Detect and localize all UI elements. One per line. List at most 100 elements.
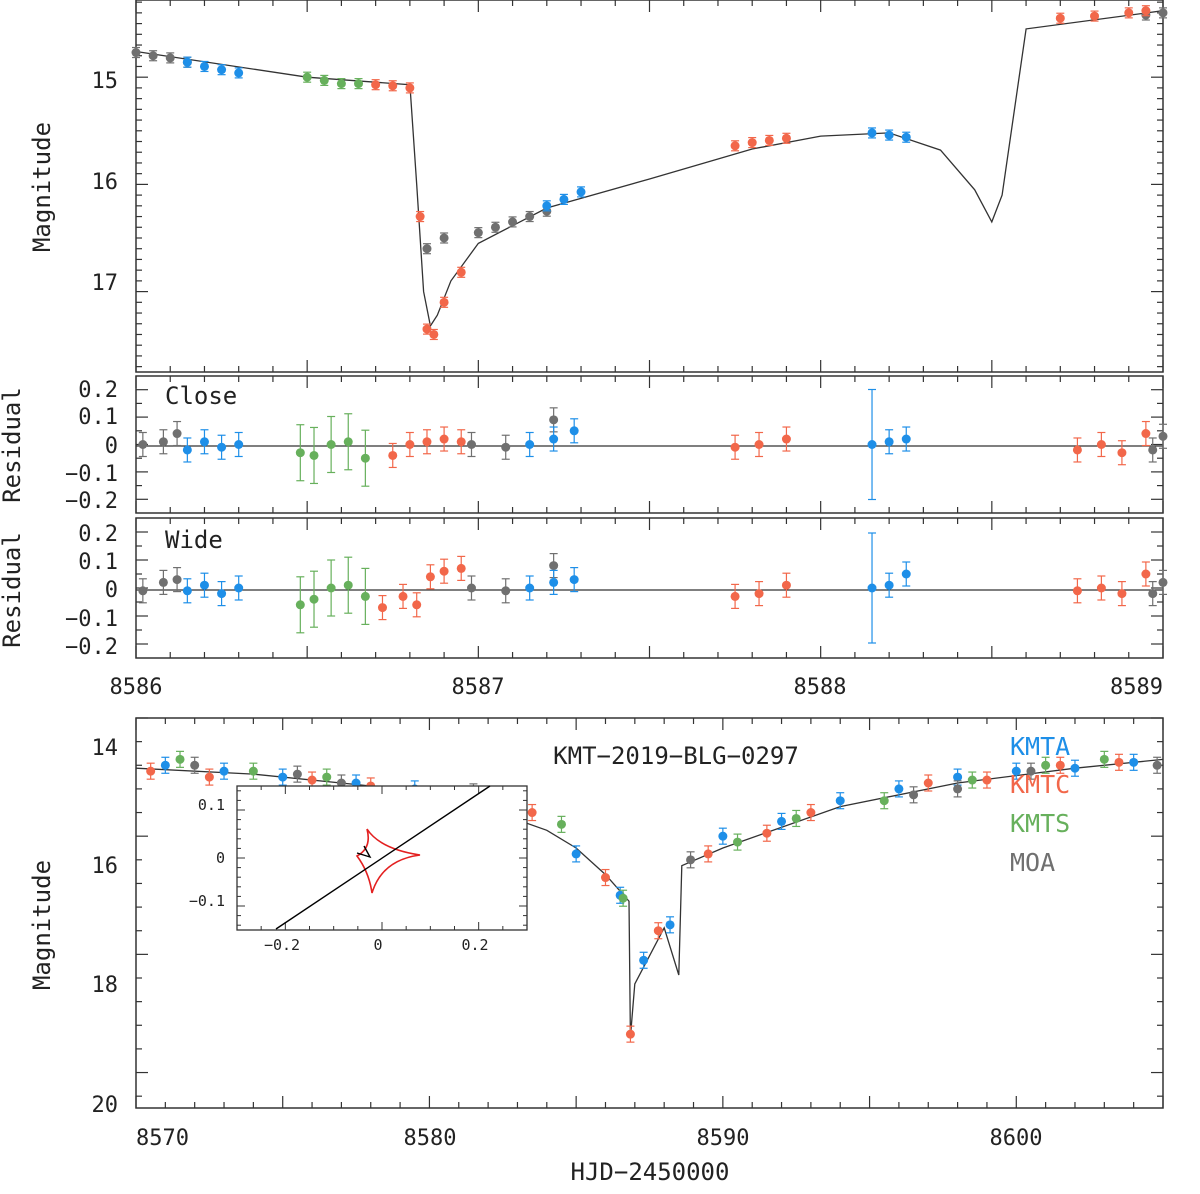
- data-point-kmts: [295, 448, 305, 458]
- data-point-kmta: [278, 772, 288, 782]
- data-point-moa: [138, 440, 148, 449]
- data-point-kmta: [835, 796, 845, 806]
- data-point-kmta: [571, 849, 581, 859]
- data-point-kmts: [343, 437, 353, 447]
- data-point-kmts: [309, 594, 319, 604]
- source-trajectory: [275, 785, 491, 930]
- data-point-kmtc: [146, 766, 156, 776]
- data-point-kmtc: [456, 437, 466, 447]
- data-point-kmtc: [405, 83, 415, 93]
- data-point-kmtc: [754, 589, 764, 599]
- data-point-kmtc: [377, 603, 387, 613]
- data-point-kmta: [1070, 763, 1080, 773]
- data-point-kmtc: [1072, 445, 1082, 455]
- data-point-kmts: [322, 772, 332, 782]
- data-point-kmtc: [762, 828, 772, 838]
- legend-kmta: KMTA: [1010, 732, 1070, 761]
- data-point-moa: [473, 228, 483, 238]
- data-point-kmtc: [204, 772, 214, 782]
- data-point-kmtc: [1117, 448, 1127, 458]
- data-point-kmtc: [429, 329, 439, 339]
- data-point-kmtc: [1072, 586, 1082, 596]
- data-point-moa: [165, 53, 175, 63]
- data-point-kmts: [360, 591, 370, 601]
- wide-ytick-label: 0: [105, 578, 118, 603]
- data-point-moa: [439, 233, 449, 243]
- data-point-kmtc: [1096, 583, 1106, 593]
- data-point-kmta: [777, 816, 787, 826]
- data-point-moa: [1158, 577, 1168, 587]
- data-point-kmts: [556, 819, 566, 829]
- inset-ytick-label: −0.1: [189, 892, 225, 910]
- top-model-curve: [135, 10, 1164, 328]
- data-point-moa: [501, 442, 511, 452]
- data-point-kmta: [1129, 757, 1139, 767]
- wide-ytick-label: 0.1: [78, 550, 118, 575]
- data-point-kmtc: [388, 81, 398, 91]
- data-point-moa: [1026, 766, 1036, 776]
- bottom-tick-marks: [135, 717, 1164, 1108]
- data-point-kmts: [319, 75, 329, 85]
- bottom-ytick-label: 18: [92, 973, 119, 998]
- close-ytick-label: −0.1: [65, 462, 118, 487]
- bottom-ytick-label: 20: [92, 1093, 119, 1118]
- data-point-kmtc: [439, 566, 449, 576]
- data-point-kmta: [182, 57, 192, 67]
- data-point-moa: [686, 855, 696, 865]
- data-point-kmtc: [1141, 429, 1151, 439]
- data-point-kmta: [867, 128, 877, 138]
- upper-xtick-label: 8586: [110, 675, 163, 700]
- data-point-kmta: [542, 201, 552, 211]
- data-point-moa: [158, 437, 168, 447]
- legend: KMTA KMTC KMTS MOA: [1010, 732, 1070, 877]
- data-point-kmta: [569, 426, 579, 436]
- inset-xtick-label: 0: [373, 936, 382, 954]
- data-point-kmts: [175, 754, 185, 764]
- data-point-kmts: [302, 72, 312, 82]
- data-point-kmts: [791, 813, 801, 823]
- close-ytick-label: 0: [105, 434, 118, 459]
- data-point-moa: [1158, 431, 1168, 441]
- data-point-kmta: [639, 955, 649, 965]
- data-point-kmta: [351, 778, 361, 788]
- top-ylabel: Magnitude: [28, 122, 56, 252]
- data-point-kmta: [901, 569, 911, 579]
- data-point-kmtc: [600, 873, 610, 883]
- data-point-kmta: [549, 434, 559, 444]
- data-point-kmta: [217, 442, 227, 452]
- legend-kmtc: KMTC: [1010, 770, 1070, 799]
- data-point-moa: [1148, 589, 1158, 599]
- upper-xtick-label: 8588: [794, 675, 847, 700]
- trajectory-arrow-icon: [356, 845, 372, 859]
- data-point-kmtc: [527, 808, 537, 818]
- inset-xtick-label: 0.2: [461, 936, 488, 954]
- data-point-kmta: [525, 583, 535, 593]
- data-point-moa: [1148, 445, 1158, 455]
- data-point-kmtc: [1055, 760, 1065, 770]
- bottom-panel-frame: [135, 717, 1164, 1109]
- data-point-kmta: [217, 65, 227, 75]
- close-ytick-label: 0.1: [78, 405, 118, 430]
- data-point-kmtc: [412, 600, 422, 610]
- top-panel-frame: [135, 0, 1164, 373]
- data-point-kmts: [879, 796, 889, 806]
- bottom-ylabel: Magnitude: [28, 860, 56, 990]
- residual-close-panel: Close 0.2 0.1 0 −0.1 −0.2 Residual: [0, 375, 1168, 514]
- data-point-kmts: [248, 766, 258, 776]
- close-ytick-label: −0.2: [65, 489, 118, 514]
- wide-panel-label: Wide: [165, 526, 223, 554]
- data-point-kmtc: [625, 1029, 635, 1039]
- data-point-moa: [501, 586, 511, 596]
- inset-xtick-label: −0.2: [264, 936, 300, 954]
- data-point-kmtc: [764, 135, 774, 145]
- data-point-kmta: [234, 440, 244, 449]
- legend-moa: MOA: [1010, 848, 1055, 877]
- data-point-kmta: [884, 437, 894, 447]
- data-point-moa: [190, 760, 200, 770]
- bottom-xtick-label: 8580: [404, 1126, 457, 1151]
- data-point-kmtc: [422, 324, 432, 334]
- data-point-kmta: [199, 580, 209, 590]
- data-point-kmtc: [1114, 757, 1124, 767]
- data-point-kmta: [718, 831, 728, 841]
